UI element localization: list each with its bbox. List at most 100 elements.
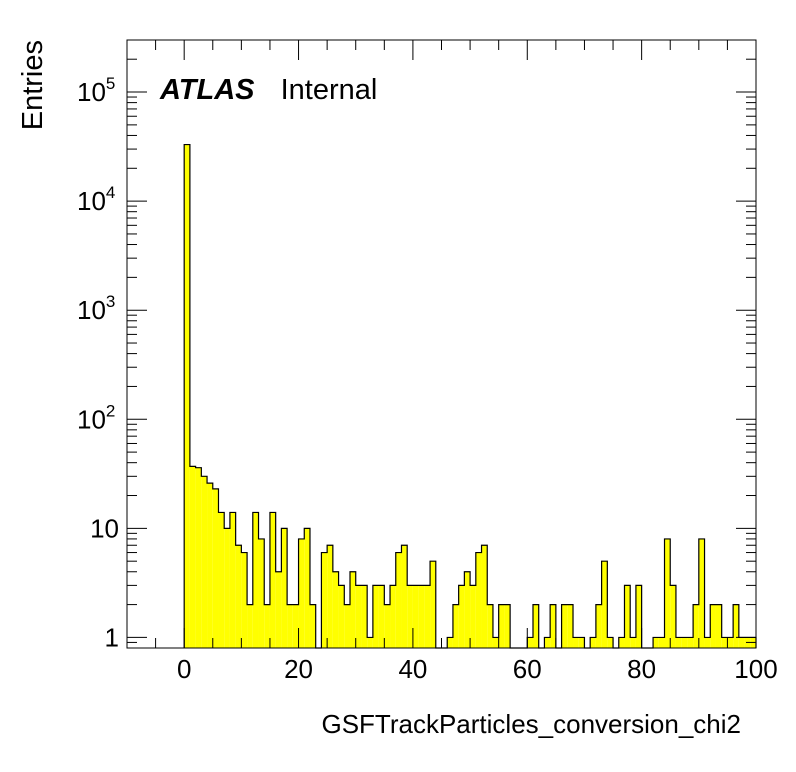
histogram-bar [733,604,739,648]
y-tick-label: 103 [77,292,115,325]
histogram-bar [401,545,408,648]
histogram-bar [664,538,671,648]
histogram-bar [670,585,676,648]
histogram-bar [727,637,734,648]
histogram-bar [372,585,379,648]
histogram-bar [681,637,688,648]
y-tick-label-base: 10 [77,404,106,434]
histogram-bar [687,637,694,648]
histogram-bar [653,637,659,648]
histogram-bar [292,604,299,648]
x-axis-label: GSFTrackParticles_conversion_chi2 [321,709,741,739]
histogram-bar [241,552,248,648]
histogram-bar [281,528,288,648]
histogram-bar [332,571,339,648]
histogram-bar [710,604,716,648]
histogram-bar [475,552,482,648]
y-axis-label: Entries [17,40,49,130]
histogram-bar [309,604,316,648]
histogram-bar [532,604,539,648]
x-tick-labels: 0 20 40 60 80 100 [177,654,778,684]
axis-ticks [126,39,757,649]
histogram-bar [715,604,722,648]
histogram-bar [698,538,705,648]
histogram-bar [229,512,236,648]
histogram-bar [578,637,585,648]
histogram-bar [590,637,596,648]
x-tick-label: 60 [513,654,542,684]
histogram-bar [275,571,282,648]
histogram-bar [264,604,270,648]
y-tick-label: 1 [105,622,119,652]
histogram-bar [195,467,202,648]
histogram-bar [327,545,333,648]
histogram-bar [224,528,230,648]
y-tick-label-exponent: 3 [106,292,115,311]
histogram-bar [618,637,625,648]
histogram-bar [338,585,345,648]
histogram-bar [567,604,574,648]
histogram-bar [287,604,293,648]
y-tick-label-base: 10 [77,295,106,325]
histogram-bar [675,637,682,648]
histogram-bar [458,585,465,648]
histogram-bar [412,585,419,648]
histogram-bar [184,144,190,648]
histogram-bar [630,637,636,648]
histogram-bar [361,585,368,648]
histogram-bar [350,571,356,648]
histogram-bar [544,637,551,648]
y-tick-label: 105 [77,74,115,107]
y-tick-label-exponent: 4 [106,183,115,202]
histogram-bar [550,604,556,648]
histogram-bar [384,604,391,648]
histogram-bar [367,637,373,648]
x-tick-label: 20 [284,654,313,684]
histogram-bar [704,637,711,648]
x-tick-label: 80 [627,654,656,684]
x-tick-label: 0 [177,654,191,684]
y-tick-label-exponent: 2 [106,401,115,420]
histogram-bars [184,144,756,648]
histogram-bar [464,571,471,648]
x-tick-label: 100 [734,654,777,684]
histogram-bar [355,585,362,648]
histogram-bar [390,585,396,648]
histogram-bar [212,488,219,648]
histogram-bar [207,483,213,648]
histogram-bar [481,545,488,648]
histogram-bar [452,604,459,648]
histogram-bar [298,538,305,648]
histogram-bar [624,585,631,648]
histogram-bar [635,585,642,648]
y-tick-label: 102 [77,401,115,434]
y-tick-label: 10 [90,513,119,543]
histogram-bar [487,604,493,648]
atlas-label-bold: ATLAS [159,74,255,106]
histogram-outline [183,143,757,649]
histogram-step-line [183,143,757,649]
histogram-bar [607,637,614,648]
histogram-bar [504,604,511,648]
histogram-bar [407,585,413,648]
histogram-bar [424,585,431,648]
histogram-bar [601,561,608,648]
atlas-label: ATLAS Internal [159,74,377,106]
histogram-bar [235,545,242,648]
histogram-bar [321,552,328,648]
y-tick-label-base: 10 [77,186,106,216]
histogram-bar [418,585,425,648]
histogram-bar [573,637,579,648]
histogram-bar [470,585,476,648]
histogram-bar [395,552,402,648]
histogram-bar [252,512,259,648]
histogram-bar [201,476,208,648]
histogram-bar [561,604,568,648]
histogram-bar [258,538,265,648]
histogram-bar [344,604,351,648]
histogram-bar [595,604,602,648]
histogram-bar [269,512,276,648]
histogram-bar [498,604,505,648]
